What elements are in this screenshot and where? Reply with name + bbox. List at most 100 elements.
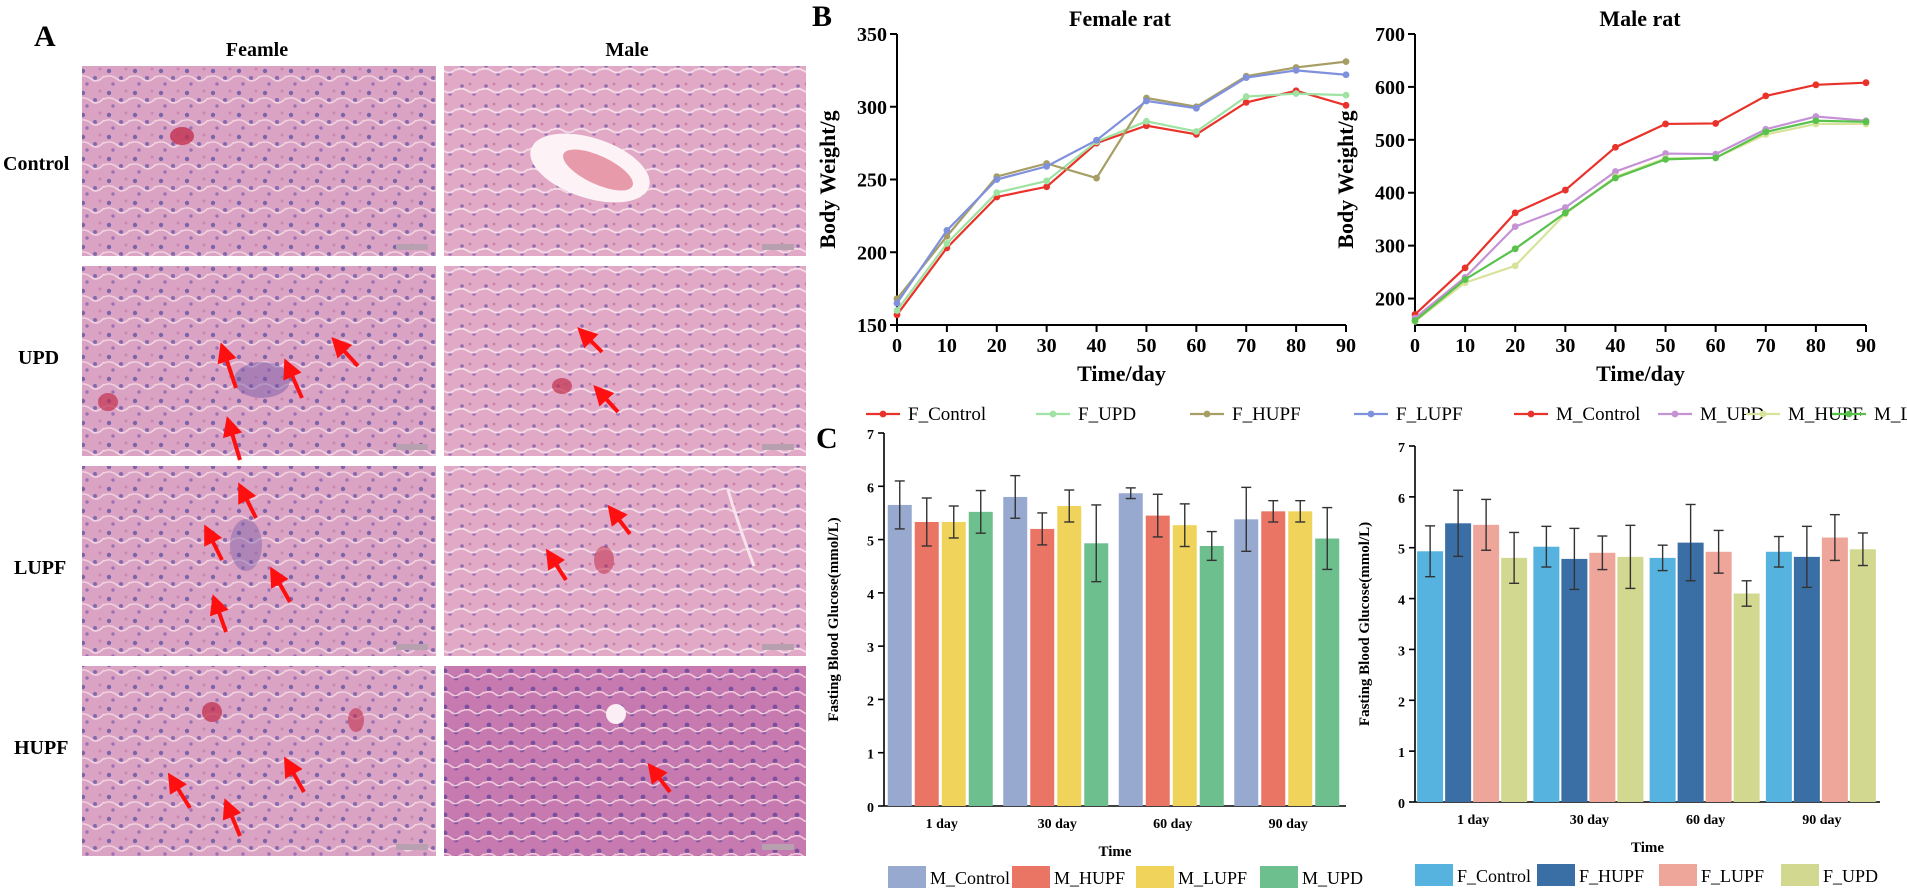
category-label: 30 day [1570, 813, 1609, 828]
panel-label-c: C [816, 422, 838, 455]
category-label: 60 day [1686, 813, 1725, 828]
bar-F_Control [1765, 551, 1792, 802]
x-tick-label: 10 [1455, 335, 1475, 357]
category-label: 90 day [1802, 813, 1841, 828]
histology-panel: Feamle Male Control UPD LUPF HUPF [3, 39, 806, 856]
data-point-F_LUPF [1292, 66, 1300, 74]
scale-bar [396, 444, 428, 450]
histology-row-upd: UPD [18, 347, 59, 369]
x-tick-label: 50 [1656, 335, 1676, 357]
y-tick-label: 5 [867, 535, 874, 550]
data-point-M_UPD [1662, 150, 1669, 157]
histology-column-female: Feamle [226, 39, 288, 61]
data-point-F_UPD [993, 189, 1001, 196]
x-tick-label: 60 [1706, 335, 1726, 357]
data-point-F_Control [1342, 101, 1350, 109]
bar-M_UPD [1084, 543, 1109, 806]
body-weight-legend: F_Control F_UPD F_HUPF F_LUPF M_Control M_UPD… [866, 404, 1907, 425]
bar-M_LUPF [1172, 525, 1197, 806]
y-tick-label: 500 [1375, 130, 1405, 152]
x-tick-label: 90 [1856, 335, 1876, 357]
legend-label-F_HUPF: F_HUPF [1579, 866, 1644, 886]
arrow-icon [607, 504, 632, 536]
legend-label-F_LUPF: F_LUPF [1701, 866, 1764, 886]
female-body-weight-chart: Female rat 150 200 250 300 350 0 10 20 30 40 50 60 70… [815, 6, 1356, 386]
legend-swatch-F_Control [1415, 864, 1453, 886]
data-point-F_UPD [1242, 93, 1250, 100]
bar-F_LUPF [1473, 524, 1500, 802]
y-axis-label: Fasting Blood Glucose(mmol/L) [826, 517, 842, 721]
legend-marker-M_UPD [1671, 410, 1679, 418]
series-line-F_UPD [896, 92, 1347, 312]
y-tick-label: 300 [857, 97, 887, 119]
y-tick-label: 250 [857, 170, 887, 192]
x-tick-label: 50 [1136, 335, 1156, 357]
x-tick-label: 80 [1806, 335, 1826, 357]
legend-label-F_Control: F_Control [1457, 866, 1531, 886]
category-label: 30 day [1038, 817, 1077, 832]
x-axis-label: Time/day [1077, 361, 1166, 386]
data-point-F_UPD [893, 307, 901, 314]
legend-marker-M_Control [1527, 410, 1535, 418]
bar-F_HUPF [1793, 556, 1820, 802]
bar-F_HUPF [1677, 542, 1704, 802]
series-line-M_Control [1414, 81, 1867, 316]
arrow-icon [204, 524, 224, 561]
scale-bar [396, 244, 428, 250]
bar-F_Control [1533, 546, 1560, 802]
bar-F_HUPF [1445, 523, 1472, 802]
x-tick-label: 20 [1505, 335, 1525, 357]
legend-label-F_UPD: F_UPD [1823, 866, 1878, 886]
data-point-F_UPD [943, 240, 951, 247]
y-axis-label: Body Weight/g [1333, 110, 1358, 248]
y-tick-label: 1 [1398, 746, 1405, 761]
bar-F_LUPF [1821, 537, 1848, 802]
data-point-M_UPD [1561, 204, 1569, 211]
arrow-icon [209, 594, 229, 633]
series-line-F_HUPF [896, 60, 1347, 300]
data-point-M_UPD [1612, 168, 1619, 175]
legend-label-M_HUPF: M_HUPF [1054, 868, 1125, 888]
y-tick-label: 6 [1398, 492, 1405, 507]
bar-M_HUPF [914, 521, 939, 806]
bar-M_UPD [1315, 538, 1340, 806]
female-glucose-bar-chart: 0 1 2 3 4 5 6 7 1 day 30 day 60 day 90 day Time Fasti… [1357, 441, 1880, 886]
bar-M_Control [1234, 519, 1259, 806]
data-point-F_LUPF [1342, 71, 1350, 79]
data-point-M_Control [1662, 120, 1669, 128]
scale-bar [396, 644, 428, 650]
series-line-M_HUPF [1414, 122, 1866, 323]
data-point-F_UPD [1342, 91, 1350, 99]
scale-bar [762, 244, 794, 250]
data-point-M_Control [1612, 143, 1619, 151]
data-point-F_LUPF [893, 299, 901, 307]
arrow-icon [577, 327, 604, 354]
data-point-F_UPD [1292, 90, 1300, 98]
legend-label-F_Control: F_Control [908, 404, 986, 425]
data-point-F_LUPF [1192, 104, 1200, 112]
bar-F_LUPF [1705, 551, 1732, 802]
legend-label-M_HUPF: M_HUPF [1788, 404, 1863, 425]
data-point-M_LUPF [1561, 209, 1569, 217]
panel-label-b: B [812, 0, 832, 33]
histology-row-control: Control [3, 153, 70, 175]
bar-M_LUPF [941, 521, 966, 806]
legend-label-M_Control: M_Control [930, 868, 1010, 888]
histology-row-hupf: HUPF [14, 737, 68, 759]
legend-label-F_UPD: F_UPD [1078, 404, 1136, 425]
y-tick-label: 400 [1375, 183, 1405, 205]
legend-swatch-M_LUPF [1136, 866, 1174, 888]
legend-label-F_HUPF: F_HUPF [1232, 404, 1301, 425]
arrow-icon [217, 342, 238, 389]
data-point-M_Control [1862, 79, 1870, 87]
micrograph-female-hupf [82, 666, 436, 856]
x-axis-label: Time [1631, 840, 1664, 856]
y-tick-label: 4 [867, 588, 874, 603]
legend-swatch-F_HUPF [1537, 864, 1575, 886]
legend-swatch-M_UPD [1260, 866, 1298, 888]
legend-swatch-M_Control [888, 866, 926, 888]
y-tick-label: 1 [867, 748, 874, 763]
x-tick-label: 60 [1186, 335, 1206, 357]
category-label: 1 day [926, 817, 958, 832]
x-tick-label: 40 [1605, 335, 1625, 357]
